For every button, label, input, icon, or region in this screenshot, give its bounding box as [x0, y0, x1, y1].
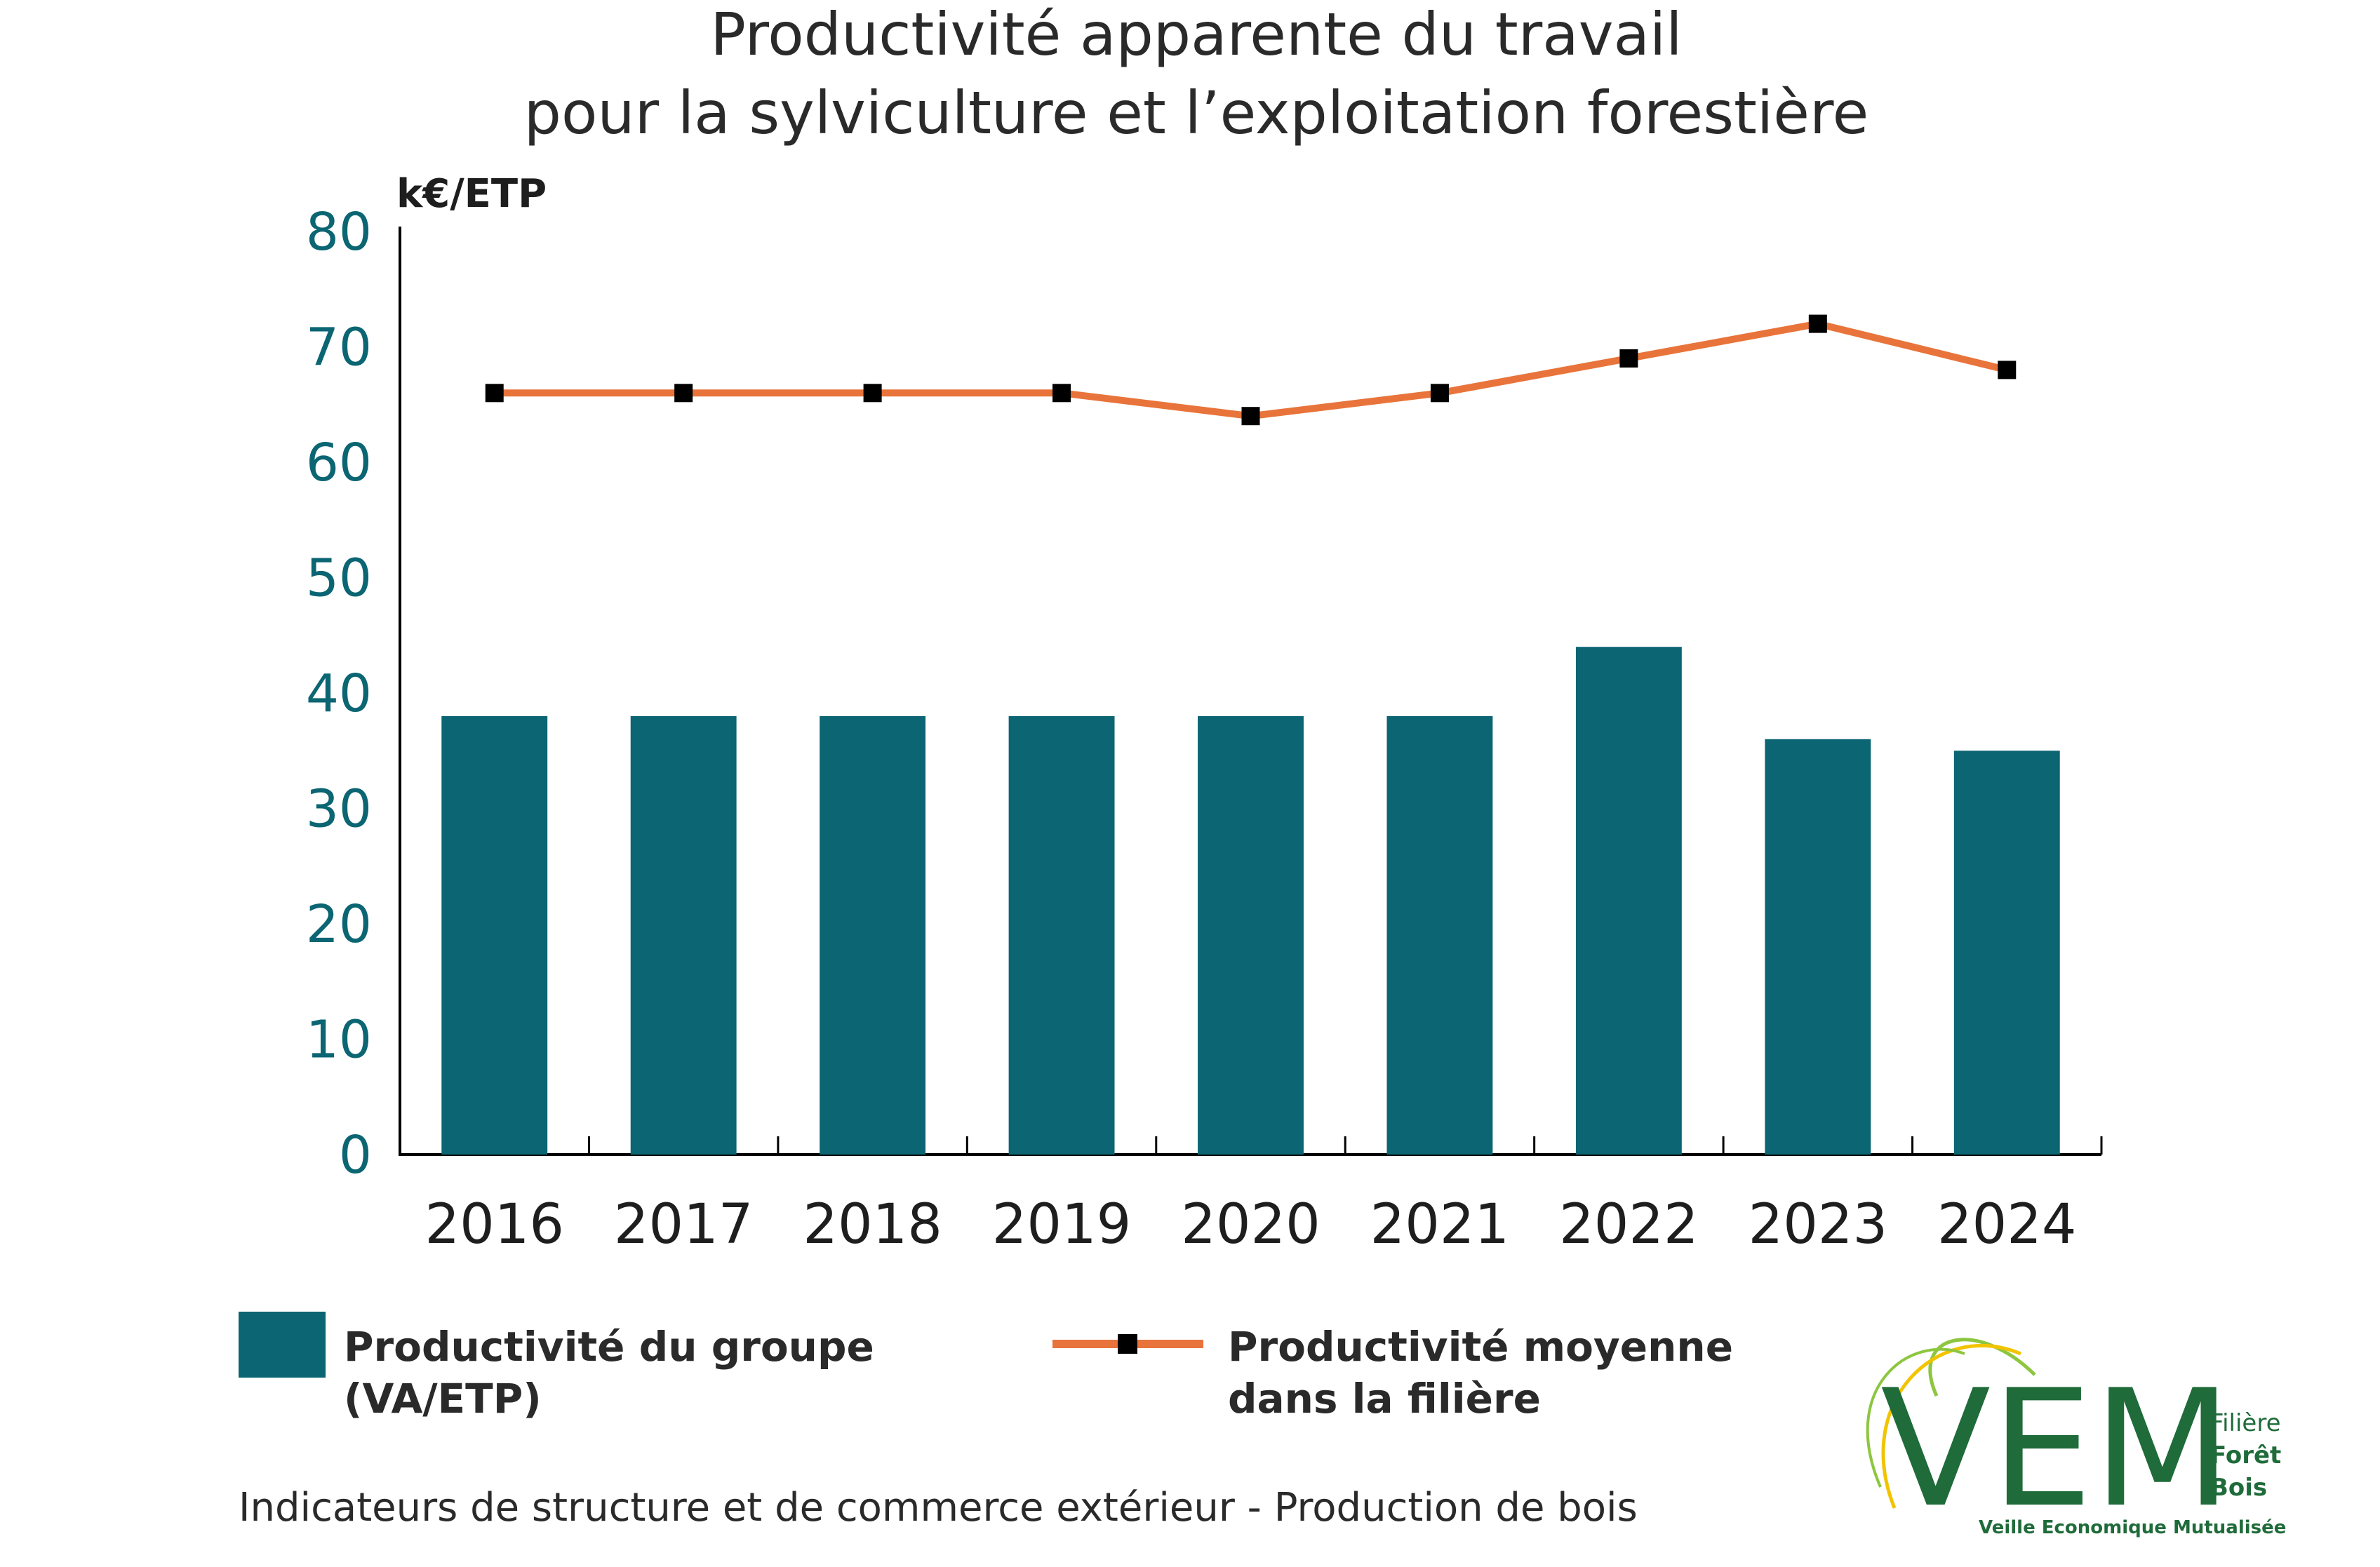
x-tick-label: 2017 — [614, 1193, 754, 1256]
bar-2022 — [1575, 647, 1682, 1155]
logo-tagline: Veille Economique Mutualisée — [1979, 1517, 2286, 1538]
logo-line-3: Bois — [2210, 1474, 2267, 1502]
x-tick-label: 2022 — [1559, 1193, 1699, 1256]
y-tick-label: 0 — [339, 1125, 372, 1185]
y-tick-label: 30 — [306, 779, 372, 840]
chart-title-line-2: pour la sylviculture et l’exploitation f… — [524, 79, 1869, 147]
line-marker-2016 — [485, 384, 504, 403]
bar-2019 — [1008, 715, 1115, 1155]
line-marker-2018 — [863, 384, 882, 403]
legend-label-line-line-1: Productivité moyenne — [1228, 1323, 1733, 1371]
x-tick-label: 2018 — [803, 1193, 942, 1256]
y-tick-label: 50 — [306, 549, 372, 609]
line-marker-2022 — [1619, 349, 1638, 368]
legend-swatch-bar — [239, 1312, 326, 1378]
vem-logo: VEM Filière Forêt Bois Veille Economique… — [1866, 1338, 2286, 1543]
legend-label-bar-line-1: Productivité du groupe — [344, 1323, 874, 1371]
chart-title-line-1: Productivité apparente du travail — [710, 0, 1682, 69]
line-marker-2023 — [1808, 314, 1827, 333]
bar-2020 — [1198, 715, 1304, 1155]
bar-2023 — [1765, 739, 1871, 1155]
x-tick-label: 2023 — [1749, 1193, 1888, 1256]
x-tick-label: 2020 — [1181, 1193, 1321, 1256]
bar-2017 — [630, 715, 737, 1155]
footer-source: Indicateurs de structure et de commerce … — [239, 1485, 1638, 1531]
y-axis-unit: k€/ETP — [396, 171, 547, 217]
logo-letters: VEM — [1880, 1356, 2232, 1543]
x-tick-label: 2021 — [1370, 1193, 1510, 1256]
line-marker-2021 — [1430, 384, 1449, 403]
x-tick-label: 2016 — [424, 1193, 564, 1256]
logo-line-2: Forêt — [2210, 1441, 2281, 1470]
y-tick-label: 60 — [306, 433, 372, 493]
x-tick-label: 2019 — [992, 1193, 1132, 1256]
y-tick-label: 80 — [306, 202, 372, 262]
line-marker-2019 — [1052, 384, 1071, 403]
y-tick-label: 70 — [306, 318, 372, 378]
x-tick-label: 2024 — [1937, 1193, 2077, 1256]
legend-label-line-line-2: dans la filière — [1228, 1375, 1541, 1423]
y-tick-label: 40 — [306, 664, 372, 724]
line-marker-2024 — [1998, 361, 2017, 379]
line-marker-2020 — [1241, 407, 1260, 426]
logo-line-1: Filière — [2210, 1409, 2281, 1437]
series-line — [494, 320, 2008, 420]
y-tick-label: 10 — [306, 1010, 372, 1070]
bar-2016 — [441, 715, 548, 1155]
legend: Productivité du groupe (VA/ETP) Producti… — [239, 1312, 1733, 1423]
legend-label-bar-line-2: (VA/ETP) — [344, 1375, 542, 1423]
y-tick-label: 20 — [306, 894, 372, 955]
bar-2024 — [1953, 751, 2060, 1155]
bar-2018 — [820, 715, 926, 1155]
legend-swatch-marker — [1118, 1334, 1137, 1354]
line-marker-2017 — [674, 384, 693, 403]
bar-2021 — [1386, 715, 1493, 1155]
